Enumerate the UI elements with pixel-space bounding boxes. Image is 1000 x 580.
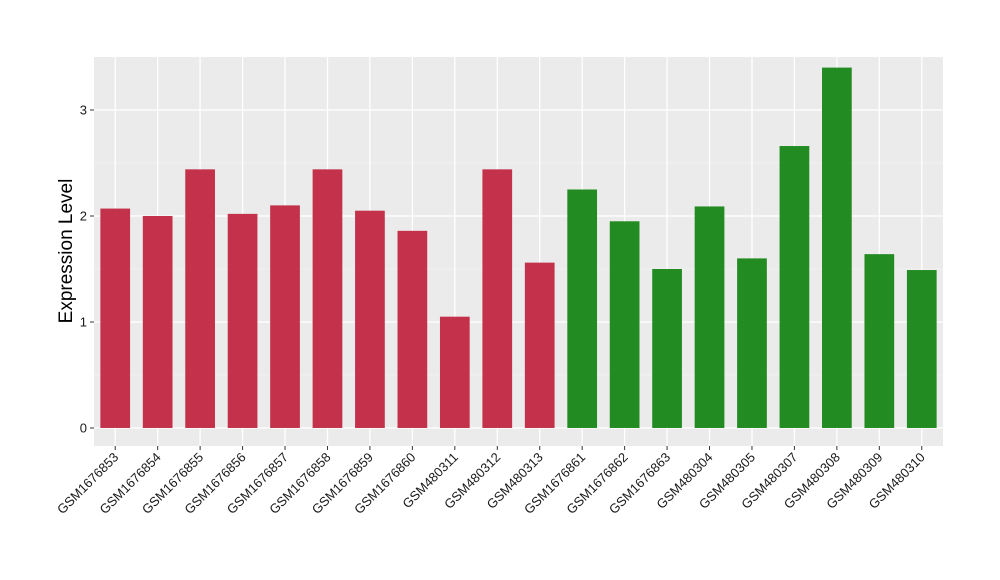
y-axis-title: Expression Level (56, 179, 77, 324)
x-axis: GSM1676853GSM1676854GSM1676855GSM1676856… (54, 446, 928, 517)
bar (439, 316, 470, 428)
bar (864, 254, 895, 428)
bar (567, 189, 598, 428)
bar (482, 169, 513, 428)
y-tick-label: 2 (80, 208, 87, 223)
bar (609, 221, 640, 428)
bar (142, 215, 173, 428)
bar (822, 67, 852, 428)
bar (227, 213, 258, 428)
y-tick-label: 1 (80, 314, 87, 329)
bar (355, 210, 385, 428)
bar (906, 270, 937, 428)
y-tick-label: 0 (80, 420, 87, 435)
bar (737, 258, 767, 428)
y-axis: 0 1 2 3 (80, 102, 94, 435)
bar (397, 230, 428, 428)
bars (100, 67, 937, 428)
bar (312, 169, 343, 428)
bar (100, 208, 131, 428)
bar (270, 205, 300, 428)
bar (652, 268, 682, 428)
bar (779, 146, 810, 428)
bar (185, 169, 215, 428)
bar (694, 206, 725, 428)
bar (524, 262, 555, 428)
plot-panel (94, 57, 943, 446)
y-tick-label: 3 (80, 102, 87, 117)
